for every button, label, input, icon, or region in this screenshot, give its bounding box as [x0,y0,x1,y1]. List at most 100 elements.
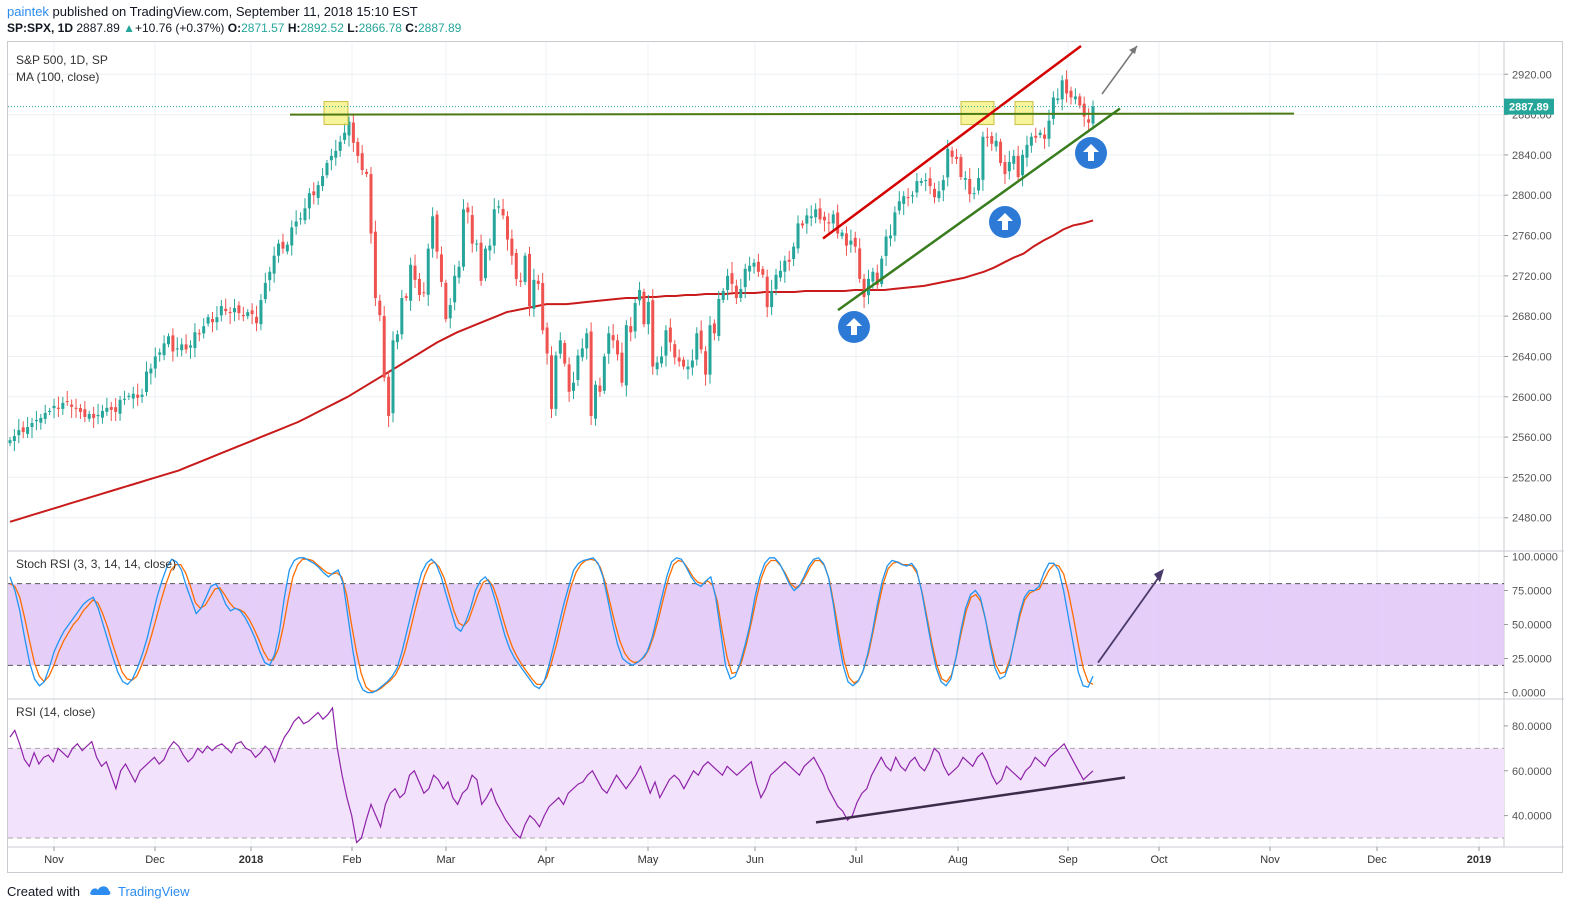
candle-body-86 [387,376,391,416]
candle-body-17 [83,409,87,417]
candle-body-109 [488,245,492,251]
candle-body-32 [149,368,153,374]
candle-body-90 [404,296,408,299]
candle-body-5 [30,423,34,428]
candle-body-105 [470,215,474,244]
candle-body-73 [329,155,333,161]
candle-body-40 [184,344,188,350]
candle-body-64 [290,227,294,246]
candle-body-61 [277,243,281,256]
candle-body-34 [158,352,162,355]
candle-body-194 [862,278,866,298]
chart-canvas[interactable]: 2920.002880.002840.002800.002760.002720.… [8,42,1564,874]
candle-body-181 [805,215,809,224]
price-tick-label-10: 2520.00 [1512,472,1552,484]
candle-body-201 [893,212,897,236]
candle-body-204 [906,197,910,199]
candle-body-85 [382,316,386,378]
candle-body-214 [950,150,954,157]
candle-body-14 [70,404,74,407]
candle-body-9 [48,410,52,413]
candle-body-104 [466,207,470,213]
candle-body-239 [1060,80,1064,100]
candle-body-136 [607,333,611,354]
symbol-label: SP:SPX, 1D [7,21,74,35]
candle-body-222 [985,136,989,138]
up-arrow-glyph-1 [997,213,1013,230]
candle-body-20 [96,414,100,417]
candle-body-65 [294,221,298,227]
last-price: 2887.89 [76,21,120,35]
footer: Created with TradingView [7,883,190,900]
candle-body-139 [620,352,624,383]
channel-bottom-line [837,107,1121,312]
ma-legend-label: MA (100, close) [16,70,99,84]
candle-body-55 [250,310,254,315]
candle-body-237 [1051,97,1055,119]
price-tick-label-6: 2680.00 [1512,311,1552,323]
publish-header: paintek published on TradingView.com, Se… [7,4,418,19]
time-tick-label-9: Aug [948,854,968,866]
candle-body-223 [990,135,994,144]
change-value: +10.76 (+0.37%) [135,21,225,35]
candle-body-29 [136,394,140,398]
candle-body-101 [453,275,457,303]
price-tick-label-11: 2480.00 [1512,513,1552,525]
candle-body-198 [880,258,884,285]
candle-body-91 [409,264,413,301]
candle-body-142 [633,303,637,332]
candle-body-172 [765,276,769,308]
candle-body-133 [594,384,598,419]
candle-body-244 [1082,103,1086,117]
candle-body-113 [505,216,509,240]
candle-body-92 [413,265,417,280]
candle-body-158 [704,351,708,375]
candle-body-152 [677,357,681,362]
open-label: O: [227,21,242,35]
price-tick-label-8: 2600.00 [1512,392,1552,404]
stoch-tick-label-4: 0.0000 [1512,688,1546,700]
candle-body-229 [1016,155,1020,178]
candle-body-162 [721,290,725,300]
up-arrow-glyph-0 [846,318,862,335]
high-label: H: [287,21,301,35]
candle-body-49 [224,308,228,312]
candle-body-227 [1007,161,1011,172]
candle-body-19 [92,413,96,418]
candle-body-197 [875,272,879,285]
candle-body-232 [1029,136,1033,146]
candle-body-176 [783,260,787,272]
tradingview-link[interactable]: TradingView [117,884,190,899]
candle-body-205 [911,195,914,197]
candle-body-242 [1073,96,1077,100]
rsi-line [9,706,1094,844]
candle-body-234 [1038,132,1042,136]
candle-body-67 [303,208,307,221]
candle-body-52 [237,305,241,314]
time-tick-label-4: Mar [437,854,456,866]
candle-body-100 [448,305,452,319]
candle-body-10 [52,405,56,409]
author-link[interactable]: paintek [7,4,49,19]
candle-body-157 [699,330,703,350]
candle-body-77 [347,121,351,136]
chart-frame[interactable]: 2920.00 2880.00 2840.00 2800.00 2760.00 2720.… [7,41,1564,874]
candle-body-108 [483,248,487,279]
candle-body-69 [312,191,316,196]
close-value: 2887.89 [417,21,462,35]
candle-body-160 [712,323,716,334]
time-tick-label-0: Nov [44,854,64,866]
candle-body-173 [770,290,774,308]
candle-body-156 [695,333,699,360]
candle-body-154 [686,366,690,370]
price-projection-arrowhead [1129,46,1137,54]
candle-body-54 [246,312,250,317]
candle-body-144 [642,291,646,325]
candle-body-132 [589,331,593,416]
candle-body-68 [307,193,311,209]
candle-body-114 [510,238,514,256]
time-tick-label-11: Oct [1150,854,1167,866]
candle-body-57 [259,300,263,325]
candle-body-48 [219,306,223,316]
candle-body-208 [924,180,928,182]
